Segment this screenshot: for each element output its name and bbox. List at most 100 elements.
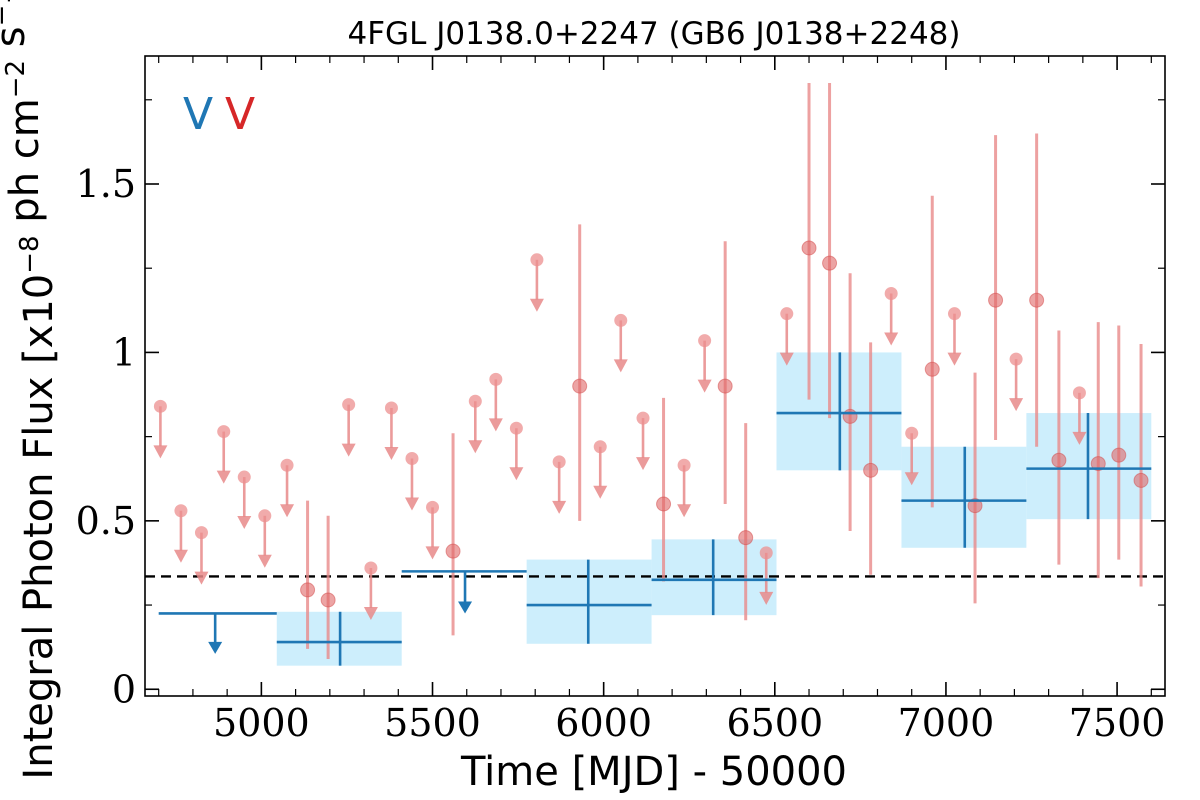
detection-point: [572, 378, 588, 394]
upper-limit-arrow: [194, 571, 209, 585]
detection-point: [988, 292, 1004, 308]
upper-limit-arrow: [552, 500, 567, 514]
upper-limit-point: [153, 399, 167, 413]
upper-limit-arrow: [884, 332, 899, 346]
detection-point: [738, 530, 754, 546]
y-tick-label: 0: [112, 667, 136, 711]
upper-limit-point: [552, 455, 566, 469]
detection-point: [300, 582, 316, 598]
upper-limit-point: [677, 458, 691, 472]
upper-limit-arrow: [257, 554, 272, 568]
x-tick-label: 5000: [213, 701, 310, 745]
legend-label-red: V: [225, 89, 255, 140]
red-series-markers: [153, 82, 1149, 659]
upper-limit-point: [509, 421, 523, 435]
axis-ticks: [145, 56, 1165, 696]
bin-ul-arrow: [458, 601, 473, 614]
upper-limit-point: [593, 440, 607, 454]
y-tick-label: 1: [112, 330, 136, 374]
upper-limit-arrow: [904, 472, 919, 486]
upper-limit-arrow: [425, 546, 440, 560]
upper-limit-point: [237, 470, 251, 484]
upper-limit-arrow: [363, 607, 378, 620]
y-axis-label: Integral Photon Flux [x10−8 ph cm−2 s−1]: [0, 0, 62, 780]
upper-limit-point: [947, 307, 961, 321]
upper-limit-arrow: [1072, 431, 1087, 445]
upper-limit-arrow: [488, 418, 503, 432]
detection-point: [801, 240, 817, 256]
upper-limit-arrow: [384, 447, 399, 460]
upper-limit-arrow: [341, 443, 356, 457]
upper-limit-point: [405, 452, 419, 466]
x-tick-label: 6500: [726, 701, 823, 745]
upper-limit-point: [258, 509, 272, 523]
detection-point: [1090, 456, 1106, 472]
plot-frame: [144, 55, 1166, 697]
upper-limit-arrow: [636, 457, 651, 471]
x-tick-label: 5500: [384, 701, 481, 745]
upper-limit-point: [1009, 352, 1023, 366]
detection-point: [863, 462, 879, 478]
upper-limit-point: [759, 546, 773, 560]
detection-point: [1133, 472, 1149, 488]
upper-limit-arrow: [237, 516, 252, 530]
upper-limit-arrow: [153, 445, 168, 459]
legend-label-blue: V: [183, 89, 213, 140]
upper-limit-arrow: [697, 379, 712, 393]
upper-limit-arrow: [529, 298, 544, 312]
upper-limit-arrow: [280, 504, 295, 518]
x-tick-labels: 5000 5500 6000 6500 7000 7500: [213, 701, 1165, 745]
y-tick-label: 1.5: [76, 162, 136, 206]
upper-limit-arrow: [779, 352, 794, 366]
detection-point: [656, 496, 672, 512]
upper-limit-arrow: [509, 467, 524, 481]
upper-limit-point: [280, 458, 294, 472]
upper-limit-point: [194, 526, 208, 540]
x-axis-label: Time [MJD] - 50000: [460, 749, 847, 795]
detection-point: [1111, 447, 1127, 463]
detection-point: [1051, 452, 1067, 468]
upper-limit-arrow: [947, 352, 962, 366]
upper-limit-point: [1072, 386, 1086, 400]
upper-limit-point: [468, 394, 482, 408]
upper-limit-point: [636, 411, 650, 425]
upper-limit-arrow: [677, 504, 692, 518]
upper-limit-arrow: [1009, 398, 1024, 412]
upper-limit-arrow: [759, 591, 774, 605]
upper-limit-point: [489, 372, 503, 386]
upper-limit-point: [780, 307, 794, 321]
upper-limit-arrow: [593, 485, 608, 499]
upper-limit-arrow: [613, 359, 628, 373]
upper-limit-arrow: [468, 440, 483, 454]
upper-limit-point: [342, 398, 356, 412]
detection-point: [822, 255, 838, 271]
upper-limit-point: [698, 334, 712, 348]
blue-series-markers: [158, 352, 1152, 666]
upper-limit-point: [884, 286, 898, 300]
detection-point: [717, 378, 733, 394]
x-tick-label: 7500: [1069, 701, 1166, 745]
upper-limit-point: [364, 561, 378, 575]
y-tick-labels: 0 0.5 1 1.5: [76, 162, 136, 711]
detection-point: [445, 543, 461, 559]
upper-limit-point: [905, 426, 919, 440]
bin-ul-arrow: [208, 641, 223, 654]
y-tick-label: 0.5: [76, 499, 136, 543]
upper-limit-point: [426, 500, 440, 514]
detection-point: [967, 498, 983, 514]
upper-limit-arrow: [404, 497, 419, 511]
x-tick-label: 6000: [555, 701, 652, 745]
upper-limit-point: [384, 401, 398, 415]
upper-limit-point: [217, 425, 231, 439]
x-tick-label: 7000: [898, 701, 995, 745]
detection-point: [924, 361, 940, 377]
upper-limit-arrow: [173, 549, 188, 563]
detection-point: [320, 592, 336, 608]
chart-title: 4FGL J0138.0+2247 (GB6 J0138+2248): [348, 16, 961, 52]
upper-limit-point: [174, 504, 188, 518]
detection-point: [1029, 292, 1045, 308]
detection-point: [842, 408, 858, 424]
upper-limit-point: [614, 313, 628, 327]
upper-limit-point: [530, 253, 544, 267]
